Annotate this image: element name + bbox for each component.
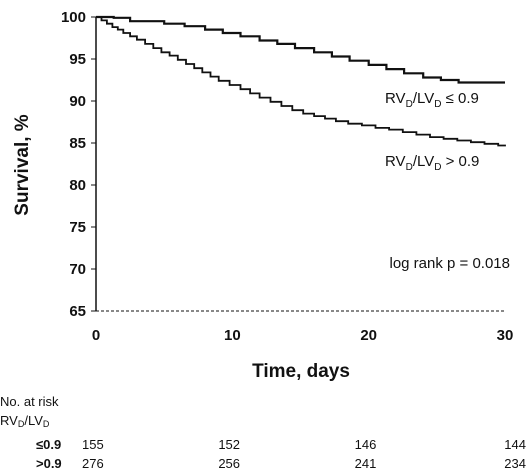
risk-table-group: RVD/LVD — [0, 413, 50, 429]
series-label-le: RVD/LVD ≤ 0.9 — [385, 90, 479, 110]
risk-row-label-le: ≤0.9 — [36, 437, 62, 452]
risk-value: 152 — [218, 437, 241, 452]
x-tick-label: 10 — [224, 327, 241, 344]
series-label-gt: RVD/LVD > 0.9 — [385, 153, 479, 173]
x-axis-title: Time, days — [252, 361, 350, 382]
x-tick-label: 20 — [360, 327, 377, 344]
risk-value: 146 — [354, 437, 377, 452]
risk-table-title: No. at risk — [0, 394, 59, 409]
y-axis-title: Survival, % — [12, 114, 33, 215]
y-tick-label: 85 — [69, 135, 86, 152]
y-tick-label: 75 — [69, 219, 86, 236]
logrank-annotation: log rank p = 0.018 — [389, 255, 510, 272]
series-line-gt-0.9 — [96, 16, 506, 147]
risk-value: 144 — [504, 437, 526, 452]
y-tick-label: 95 — [69, 51, 86, 68]
risk-value: 234 — [504, 456, 526, 471]
risk-value: 256 — [218, 456, 241, 471]
x-tick-label: 30 — [497, 327, 514, 344]
y-tick-label: 90 — [69, 93, 86, 110]
risk-row-label-gt: >0.9 — [36, 456, 62, 471]
curves — [96, 15, 506, 147]
risk-value: 276 — [82, 456, 104, 471]
series-line-le-0.9 — [96, 15, 505, 84]
risk-value: 155 — [82, 437, 104, 452]
x-tick-label: 0 — [92, 327, 100, 344]
y-tick-label: 70 — [69, 261, 86, 278]
axes — [95, 17, 505, 312]
y-tick-label: 65 — [69, 303, 86, 320]
y-tick-label: 100 — [61, 9, 86, 26]
y-tick-label: 80 — [69, 177, 86, 194]
risk-value: 241 — [354, 456, 377, 471]
x-ticks: 0 10 20 30 — [92, 327, 514, 344]
y-ticks: 100 95 90 85 80 75 70 65 — [61, 9, 96, 320]
